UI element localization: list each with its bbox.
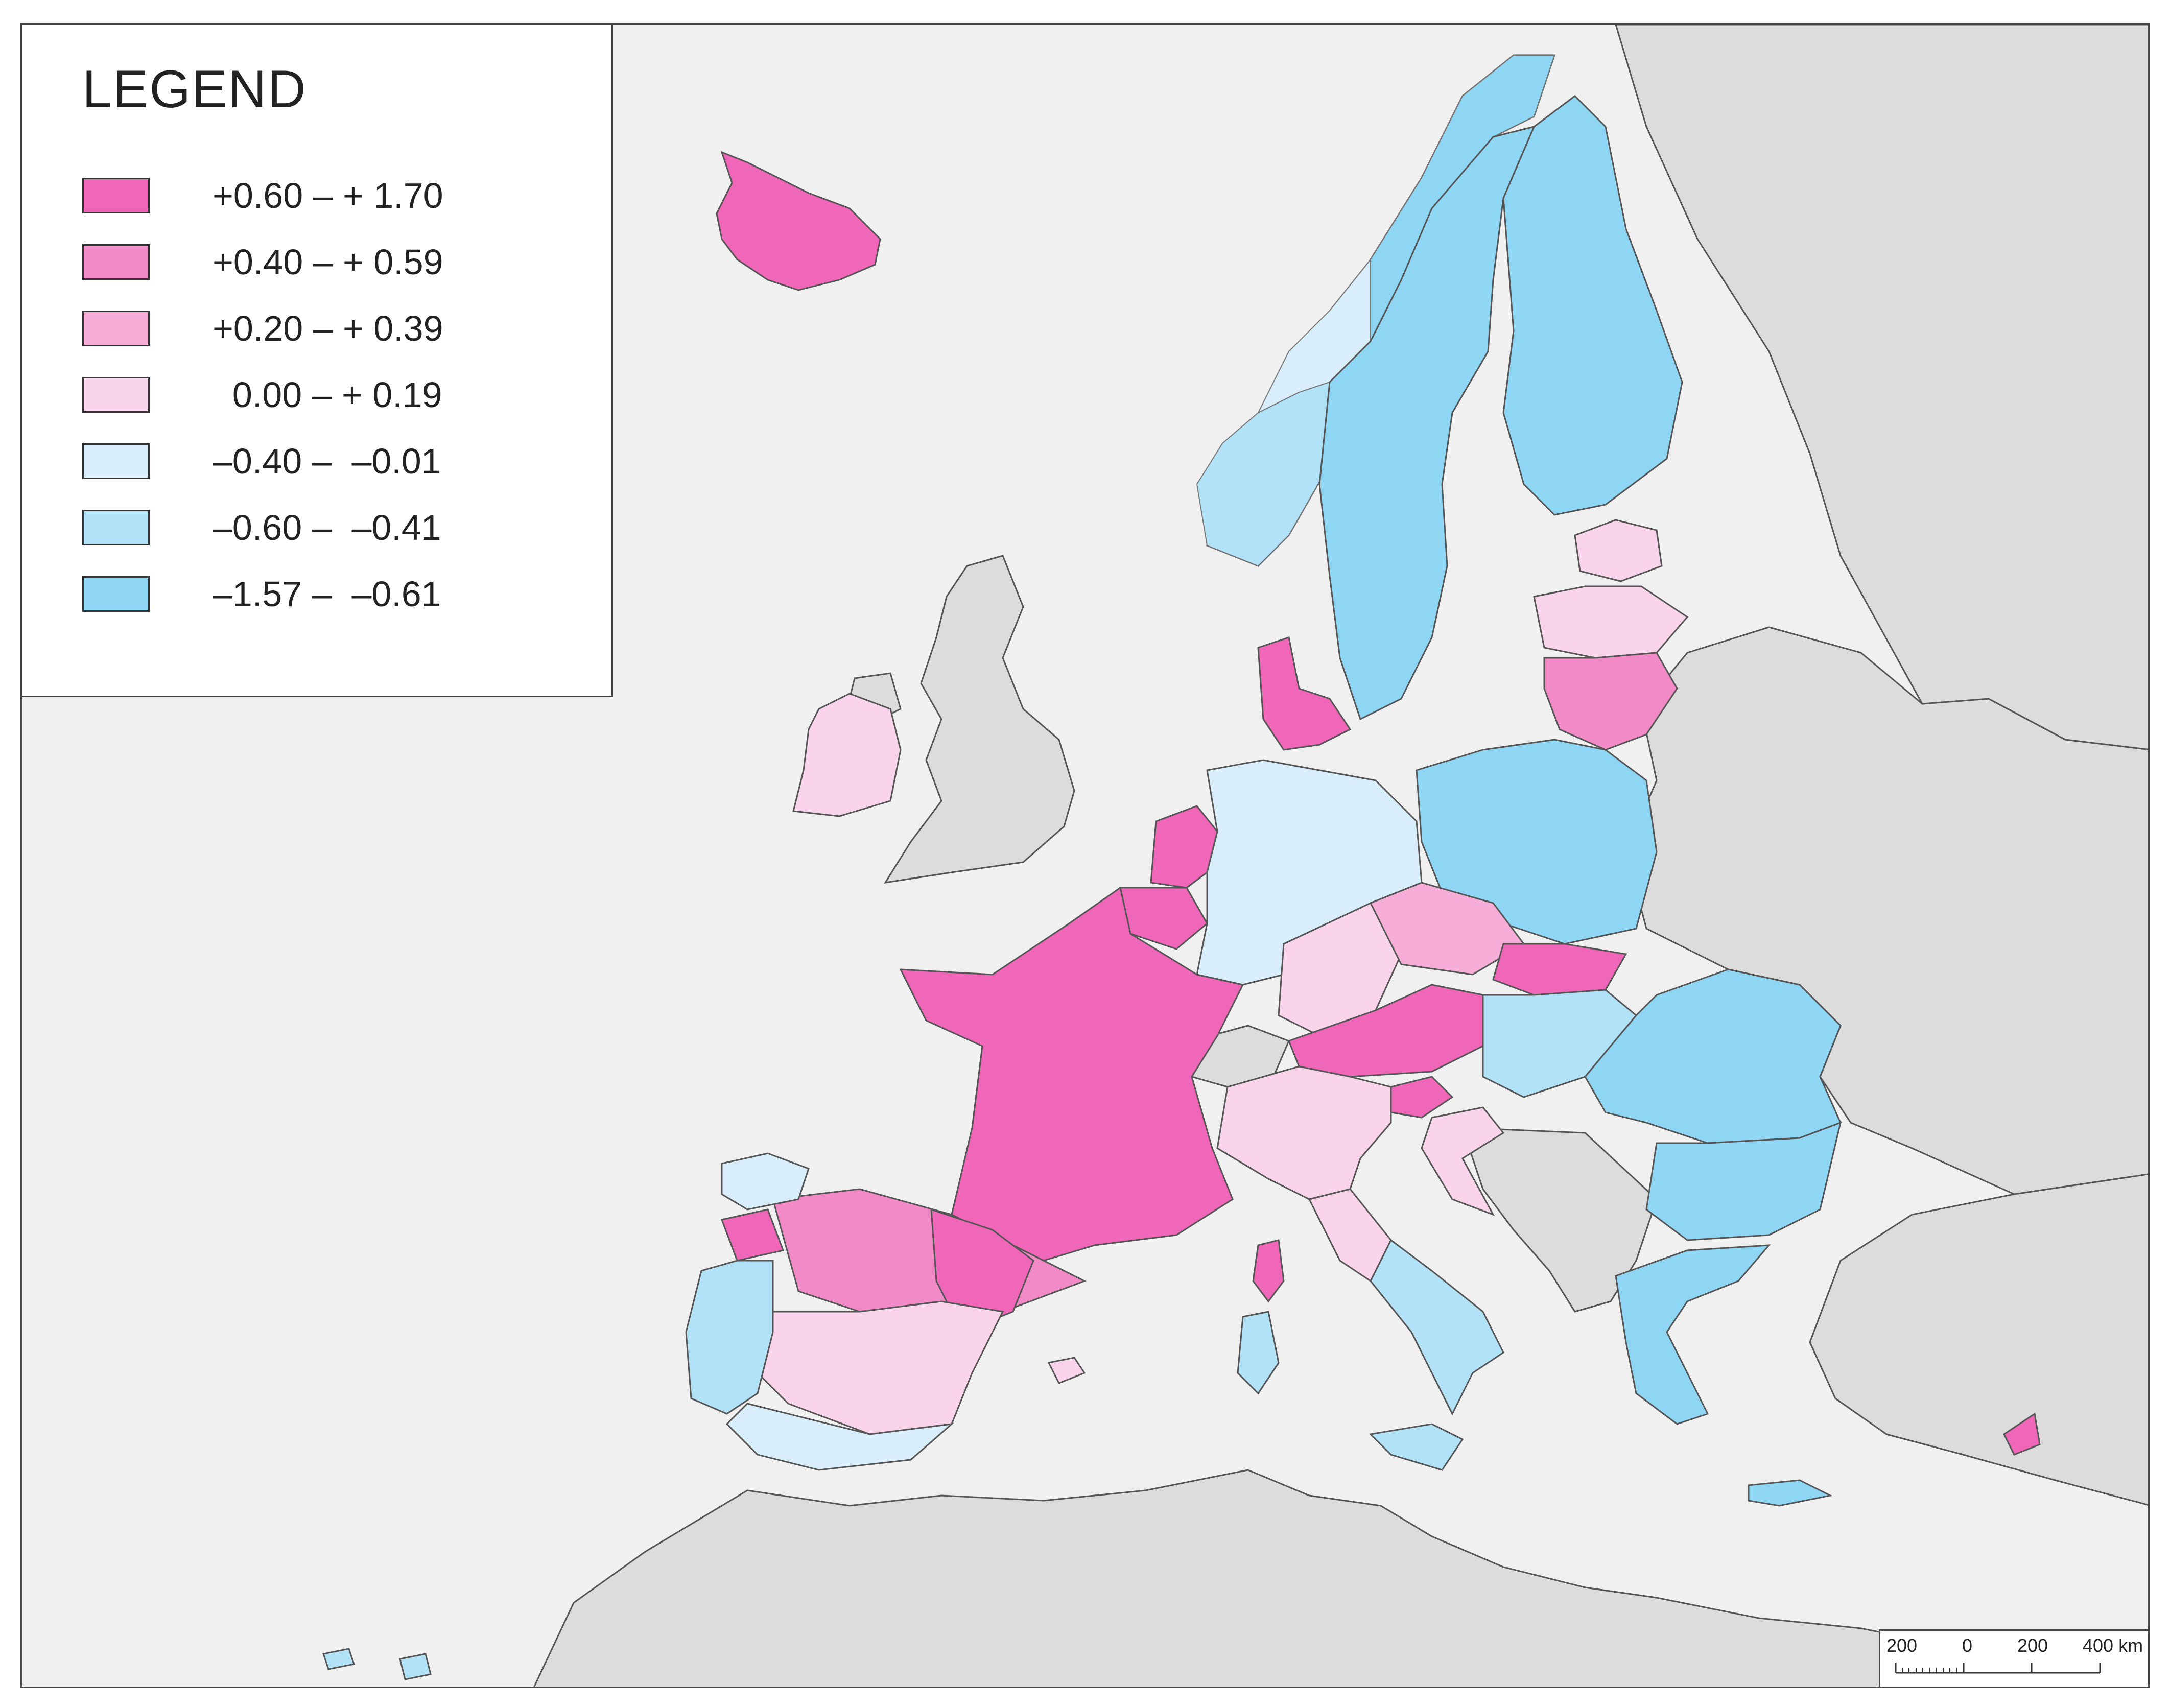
legend-swatch [82, 178, 150, 214]
region-lithuania [1543, 652, 1678, 751]
legend-item: –0.40 – –0.01 [82, 443, 593, 479]
region-france [899, 886, 1244, 1262]
region-croatia [1421, 1106, 1505, 1216]
region-canary-islands [322, 1648, 432, 1680]
region-spain-central [746, 1300, 1004, 1435]
region-spain-northeast [930, 1208, 1034, 1333]
eu-regions [322, 95, 2041, 1680]
legend-swatch [82, 443, 150, 479]
region-romania [1584, 968, 1842, 1144]
legend-title: LEGEND [82, 60, 307, 119]
region-denmark [1257, 636, 1352, 751]
scale-label: 200 [1886, 1635, 1918, 1656]
region-estonia [1574, 519, 1663, 582]
legend: LEGEND +0.60 – + 1.70 +0.40 – + 0.59 +0.… [20, 23, 613, 697]
legend-item: 0.00 – + 0.19 [82, 377, 593, 413]
region-finland [1502, 95, 1683, 516]
north-russia-land [1615, 25, 2148, 750]
region-italy-north [1216, 1065, 1392, 1200]
scale-bar: 200 0 200 400 km [1879, 1629, 2150, 1688]
legend-label: –1.57 – –0.61 [213, 574, 441, 614]
region-portugal-north [720, 1208, 785, 1262]
region-slovenia [1390, 1076, 1454, 1119]
legend-swatch [82, 576, 150, 612]
legend-label: –0.40 – –0.01 [213, 441, 441, 481]
great-britain-land [883, 555, 1075, 884]
region-sardinia [1237, 1311, 1280, 1395]
legend-label: +0.60 – + 1.70 [213, 176, 443, 216]
region-cyprus [2003, 1412, 2041, 1456]
region-corsica [1252, 1239, 1285, 1303]
legend-swatch [82, 510, 150, 545]
region-slovakia [1492, 943, 1627, 996]
legend-item: –0.60 – –0.41 [82, 510, 593, 545]
region-sweden [1318, 125, 1536, 721]
legend-item: +0.20 – + 0.39 [82, 311, 593, 346]
legend-item: –1.57 – –0.61 [82, 576, 593, 612]
map-frame [20, 23, 2150, 1688]
region-latvia [1533, 585, 1689, 659]
legend-item: +0.40 – + 0.59 [82, 244, 593, 280]
region-galicia [721, 1152, 810, 1211]
region-greece [1615, 1244, 1771, 1425]
legend-label: –0.60 – –0.41 [213, 508, 441, 548]
scale-label: 400 km [2083, 1635, 2143, 1656]
region-poland [1416, 739, 1658, 945]
balkans-land [1461, 1127, 1658, 1313]
region-balearic [1047, 1357, 1086, 1384]
legend-label: +0.20 – + 0.39 [213, 309, 443, 348]
region-ireland [792, 693, 902, 817]
non-eu-land [533, 25, 2148, 1687]
map-canvas [322, 25, 2148, 1687]
region-sicily [1369, 1423, 1464, 1471]
scale-ruler [1895, 1663, 2101, 1674]
scale-label: 0 [1962, 1635, 1973, 1656]
region-andalusia [725, 1403, 954, 1471]
legend-swatch [82, 244, 150, 280]
region-italy-south [1370, 1239, 1504, 1416]
legend-swatch [82, 377, 150, 413]
region-bulgaria [1645, 1121, 1842, 1241]
turkey-land [1809, 1173, 2148, 1506]
legend-item: +0.60 – + 1.70 [82, 178, 593, 214]
region-iceland [716, 151, 881, 291]
region-portugal-south [685, 1260, 774, 1415]
legend-label: +0.40 – + 0.59 [213, 242, 443, 282]
scale-label: 200 [2017, 1635, 2048, 1656]
legend-swatch [82, 311, 150, 346]
legend-label: 0.00 – + 0.19 [213, 375, 442, 415]
region-crete [1748, 1479, 1833, 1507]
